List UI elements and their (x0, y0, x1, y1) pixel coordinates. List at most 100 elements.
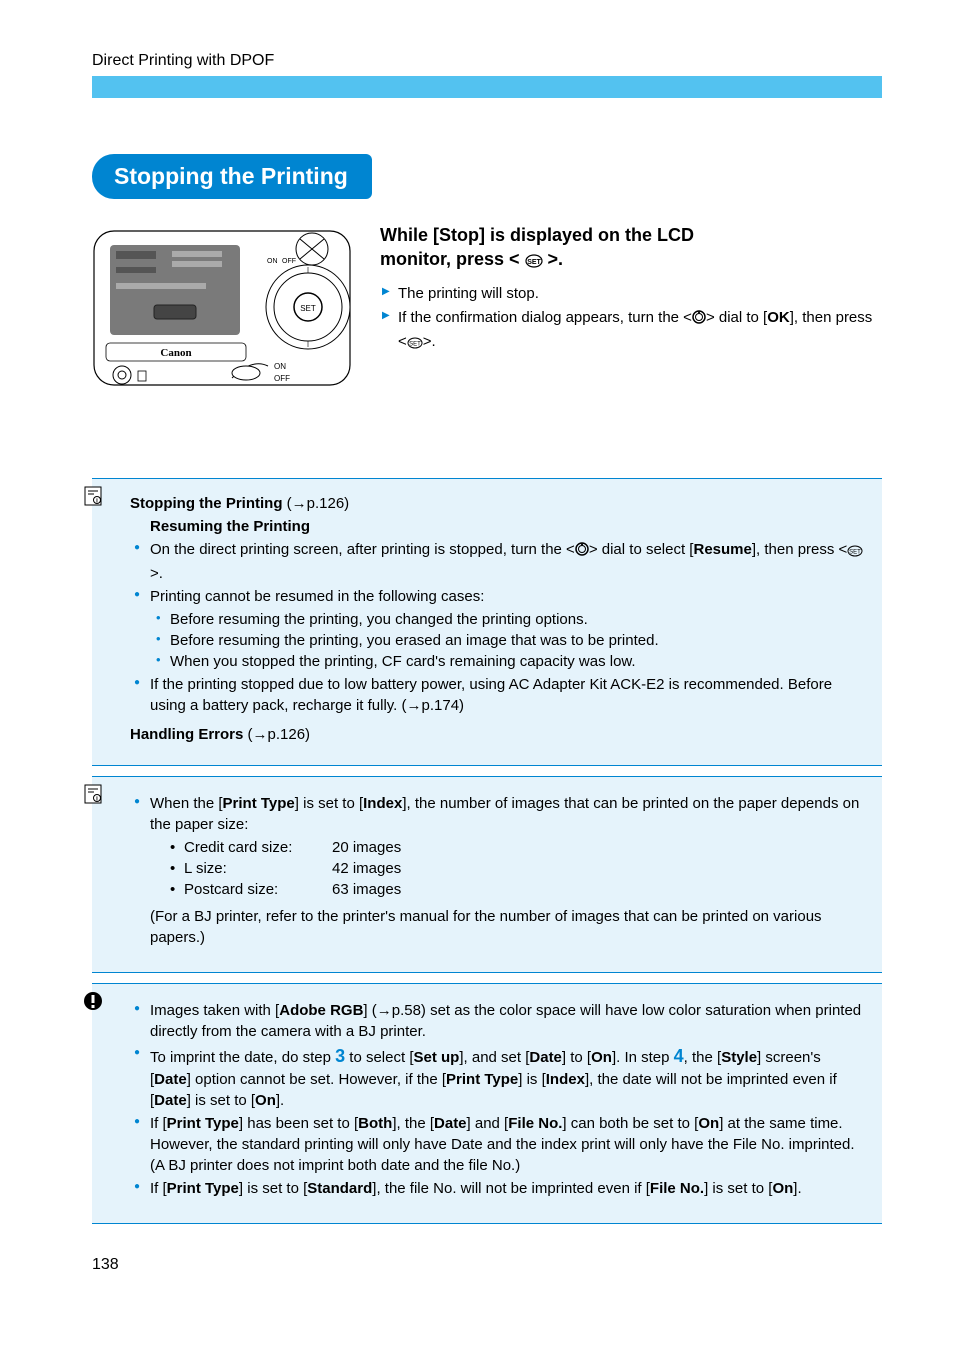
t: (→p.126) (243, 726, 310, 743)
t: Date (529, 1049, 562, 1066)
t: On (772, 1180, 793, 1197)
instr-title-line1: While [Stop] is displayed on the LCD (380, 225, 694, 245)
t: File No. (508, 1115, 562, 1132)
dial-icon (692, 309, 706, 331)
list-item: If the printing stopped due to low batte… (132, 674, 864, 716)
instruction-list: The printing will stop. If the confirmat… (380, 283, 882, 356)
t: On (698, 1115, 719, 1132)
instr-item: The printing will stop. (380, 283, 882, 305)
t: OK (767, 309, 790, 326)
t: Stopping the Printing (130, 495, 282, 512)
t: Print Type (446, 1071, 518, 1088)
note-icon: i (82, 783, 104, 810)
svg-text:ON: ON (267, 258, 278, 265)
resume-bullets: On the direct printing screen, after pri… (132, 539, 864, 716)
instr-title-line2a: monitor, press < (380, 249, 525, 269)
list-item: Printing cannot be resumed in the follow… (132, 586, 864, 672)
t: File No. (650, 1180, 704, 1197)
t: > dial to [ (706, 309, 767, 326)
t: Style (721, 1049, 757, 1066)
svg-text:ON: ON (274, 362, 286, 371)
t: ] and [ (467, 1115, 509, 1132)
instruction-row: Canon SET ON OFF (92, 223, 882, 398)
t: Postcard size: (184, 879, 332, 900)
t: (→p.126) (282, 495, 349, 512)
t: Standard (307, 1180, 372, 1197)
instruction-title: While [Stop] is displayed on the LCD mon… (380, 223, 882, 275)
t: ] is set to [ (704, 1180, 772, 1197)
step-number: 4 (674, 1046, 684, 1066)
t: ], then press < (752, 541, 847, 558)
t: 63 images (332, 879, 401, 900)
t: On (591, 1049, 612, 1066)
t: ] option cannot be set. However, if the … (187, 1071, 446, 1088)
list-item: Credit card size:20 images (170, 837, 864, 858)
subhead-resuming: Resuming the Printing (150, 518, 864, 535)
t: 20 images (332, 837, 401, 858)
svg-text:OFF: OFF (274, 374, 290, 383)
camera-illustration: Canon SET ON OFF (92, 223, 352, 398)
list-item: Postcard size:63 images (170, 879, 864, 900)
t: (A BJ printer does not imprint both date… (150, 1157, 520, 1174)
t: Date (154, 1071, 187, 1088)
t: Credit card size: (184, 837, 332, 858)
list-item: If [Print Type] is set to [Standard], th… (132, 1178, 864, 1199)
dial-icon (575, 541, 589, 562)
t: (For a BJ printer, refer to the printer'… (150, 906, 864, 948)
t: On (255, 1092, 276, 1109)
t: ], and set [ (459, 1049, 529, 1066)
t: ]. In step (612, 1049, 674, 1066)
t: Print Type (223, 795, 295, 812)
t: ]. (793, 1180, 801, 1197)
list-item: Images taken with [Adobe RGB] (→p.58) se… (132, 1000, 864, 1042)
list-item: To imprint the date, do step 3 to select… (132, 1044, 864, 1111)
t: ] can both be set to [ (562, 1115, 698, 1132)
t: Set up (414, 1049, 460, 1066)
t: Date (434, 1115, 467, 1132)
page-number: 138 (92, 1256, 882, 1274)
t: ]. (276, 1092, 284, 1109)
t: Date (154, 1092, 187, 1109)
t: 42 images (332, 858, 401, 879)
list-item: When the [Print Type] is set to [Index],… (132, 793, 864, 948)
t: ] is [ (518, 1071, 546, 1088)
t: To imprint the date, do step (150, 1049, 335, 1066)
t: Print Type (167, 1180, 239, 1197)
t: L size: (184, 858, 332, 879)
t: ] to [ (562, 1049, 591, 1066)
instruction-text: While [Stop] is displayed on the LCD mon… (380, 223, 882, 398)
t: , the [ (684, 1049, 722, 1066)
t: Print Type (167, 1115, 239, 1132)
index-bullets: When the [Print Type] is set to [Index],… (132, 793, 864, 948)
info-box-stopping: i Stopping the Printing (→p.126) Resumin… (92, 478, 882, 766)
t: ], the [ (392, 1115, 434, 1132)
svg-text:SET: SET (527, 259, 541, 266)
note-icon: i (82, 485, 104, 512)
t: to select [ (345, 1049, 413, 1066)
subhead-stopping: Stopping the Printing (→p.126) (130, 495, 864, 512)
info-box-index: i When the [Print Type] is set to [Index… (92, 776, 882, 973)
t: Printing cannot be resumed in the follow… (150, 588, 484, 605)
t: If the confirmation dialog appears, turn… (398, 309, 692, 326)
warning-bullets: Images taken with [Adobe RGB] (→p.58) se… (132, 1000, 864, 1199)
t: ], the file No. will not be imprinted ev… (372, 1180, 650, 1197)
t: > dial to select [ (589, 541, 694, 558)
t: ] is set to [ (187, 1092, 255, 1109)
t: >. (150, 565, 163, 582)
t: Adobe RGB (279, 1002, 363, 1019)
list-item: When you stopped the printing, CF card's… (156, 651, 864, 672)
warning-icon (82, 990, 104, 1017)
t: If [ (150, 1115, 167, 1132)
t: When the [ (150, 795, 223, 812)
set-icon: SET (407, 334, 423, 356)
t: Index (546, 1071, 585, 1088)
t: Images taken with [ (150, 1002, 279, 1019)
instr-title-line2b: >. (543, 249, 564, 269)
page-header: Direct Printing with DPOF (92, 52, 882, 70)
t: ] has been set to [ (239, 1115, 358, 1132)
sub-bullets: Before resuming the printing, you change… (156, 609, 864, 672)
t: ] is set to [ (239, 1180, 307, 1197)
instr-item: If the confirmation dialog appears, turn… (380, 307, 882, 356)
step-number: 3 (335, 1046, 345, 1066)
t: On the direct printing screen, after pri… (150, 541, 575, 558)
